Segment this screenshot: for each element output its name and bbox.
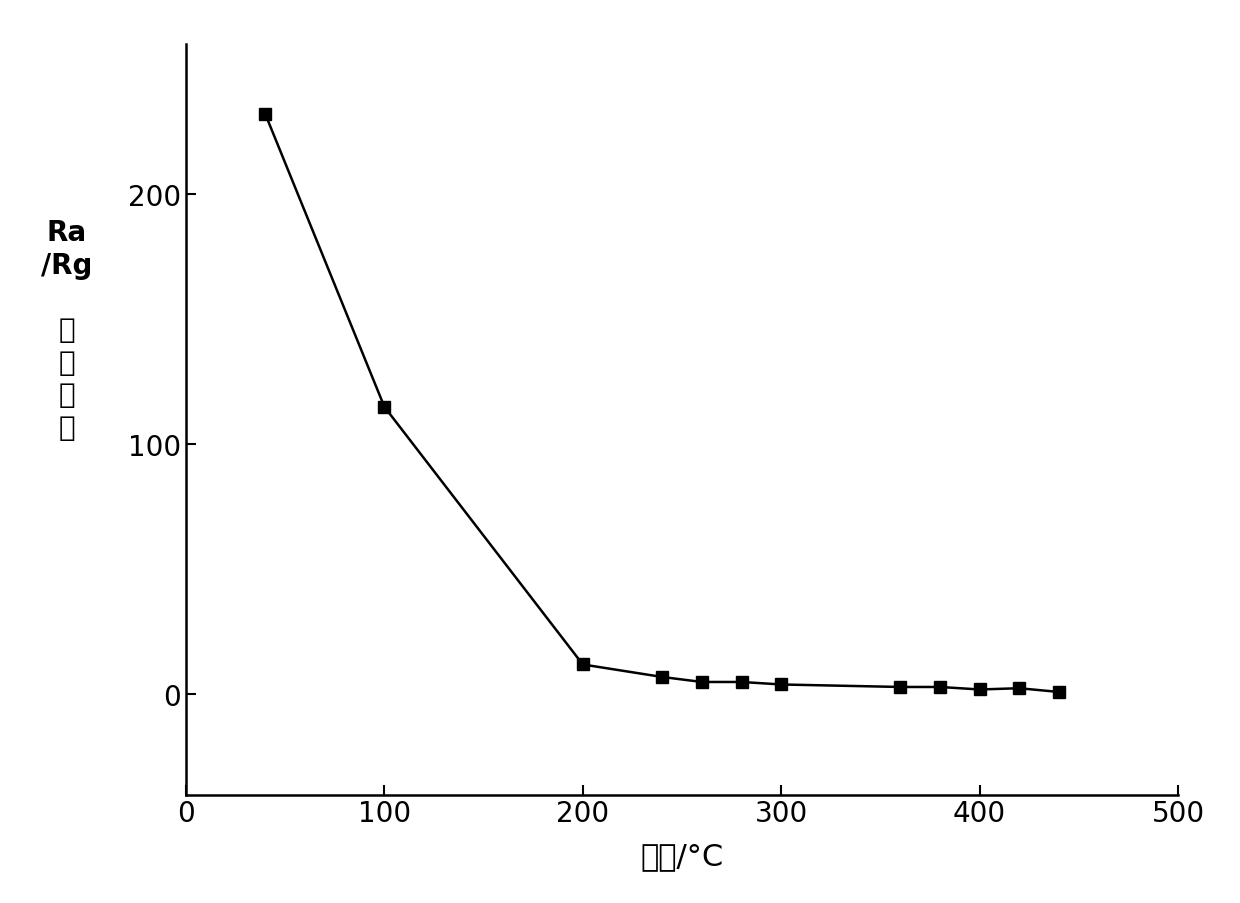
Text: Ra
/Rg

响
应
程
度: Ra /Rg 响 应 程 度 <box>41 219 93 441</box>
X-axis label: 温度/°C: 温度/°C <box>640 842 724 870</box>
